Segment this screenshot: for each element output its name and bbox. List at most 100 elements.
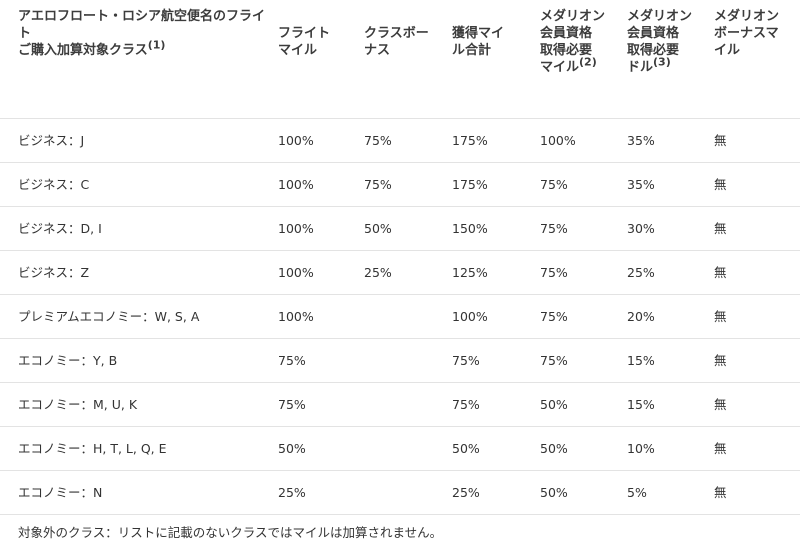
medallion-miles-cell: 100% bbox=[540, 133, 576, 148]
table-row: プレミアムエコノミー：W, S, A 100% 100% 75% 20% 無 bbox=[0, 295, 800, 339]
flight-miles-cell: 50% bbox=[278, 441, 306, 456]
medallion-bonus-cell: 無 bbox=[714, 485, 727, 500]
medallion-miles-cell: 75% bbox=[540, 265, 568, 280]
medallion-bonus-cell: 無 bbox=[714, 353, 727, 368]
table-row: ビジネス：C 100% 75% 175% 75% 35% 無 bbox=[0, 163, 800, 207]
table-row: ビジネス：Z 100% 25% 125% 75% 25% 無 bbox=[0, 251, 800, 295]
header-medallion-bonus: メダリオン ボーナスマ イル bbox=[714, 8, 779, 59]
table-row: ビジネス：D, I 100% 50% 150% 75% 30% 無 bbox=[0, 207, 800, 251]
class-bonus-cell: 25% bbox=[364, 265, 392, 280]
header-medallion-bonus-line-1: メダリオン bbox=[714, 9, 780, 24]
flight-miles-cell: 100% bbox=[278, 221, 314, 236]
header-fare-class: アエロフロート・ロシア航空便名のフライ ト ご購入加算対象クラス(1) bbox=[18, 8, 265, 59]
header-flight-miles-line-1: フライト bbox=[278, 26, 331, 41]
total-miles-cell: 50% bbox=[452, 441, 480, 456]
class-bonus-cell: 75% bbox=[364, 133, 392, 148]
header-total-miles-line-1: 獲得マイ bbox=[452, 26, 505, 41]
medallion-bonus-cell: 無 bbox=[714, 441, 727, 456]
header-total-miles: 獲得マイ ル合計 bbox=[452, 25, 504, 59]
flight-miles-cell: 25% bbox=[278, 485, 306, 500]
header-fare-class-line-3: ご購入加算対象クラス(1) bbox=[18, 38, 265, 59]
header-fare-class-line-3-text: ご購入加算対象クラス bbox=[18, 43, 148, 58]
table-row: エコノミー：H, T, L, Q, E 50% 50% 50% 10% 無 bbox=[0, 427, 800, 471]
table-header: アエロフロート・ロシア航空便名のフライ ト ご購入加算対象クラス(1) フライト… bbox=[0, 0, 800, 119]
header-class-bonus-line-2: ナス bbox=[364, 43, 391, 58]
medallion-dollars-cell: 15% bbox=[627, 353, 655, 368]
header-medallion-miles-line-4: マイル(2) bbox=[540, 55, 605, 76]
medallion-miles-cell: 50% bbox=[540, 485, 568, 500]
medallion-bonus-cell: 無 bbox=[714, 265, 727, 280]
class-bonus-cell: 50% bbox=[364, 221, 392, 236]
flight-miles-cell: 100% bbox=[278, 177, 314, 192]
header-medallion-dollars-line-4-text: ドル bbox=[627, 60, 654, 75]
total-miles-cell: 100% bbox=[452, 309, 488, 324]
header-class-bonus: クラスボー ナス bbox=[364, 25, 429, 59]
fare-class-cell: エコノミー：N bbox=[18, 485, 103, 500]
header-medallion-dollars-line-2: 会員資格 bbox=[627, 26, 680, 41]
header-medallion-dollars-note: (3) bbox=[653, 55, 671, 69]
table-row: エコノミー：M, U, K 75% 75% 50% 15% 無 bbox=[0, 383, 800, 427]
header-flight-miles: フライト マイル bbox=[278, 25, 330, 59]
footnote: 対象外のクラス：リストに記載のないクラスではマイルは加算されません。 bbox=[18, 525, 443, 540]
medallion-bonus-cell: 無 bbox=[714, 397, 727, 412]
flight-miles-cell: 100% bbox=[278, 265, 314, 280]
fare-class-cell: エコノミー：H, T, L, Q, E bbox=[18, 441, 167, 456]
table-body: ビジネス：J 100% 75% 175% 100% 35% 無 ビジネス：C 1… bbox=[0, 119, 800, 515]
header-total-miles-line-2: ル合計 bbox=[452, 43, 492, 58]
medallion-dollars-cell: 20% bbox=[627, 309, 655, 324]
table-row: エコノミー：Y, B 75% 75% 75% 15% 無 bbox=[0, 339, 800, 383]
header-medallion-dollars: メダリオン 会員資格 取得必要 ドル(3) bbox=[627, 8, 692, 76]
total-miles-cell: 150% bbox=[452, 221, 488, 236]
class-bonus-cell: 75% bbox=[364, 177, 392, 192]
medallion-miles-cell: 75% bbox=[540, 177, 568, 192]
medallion-miles-cell: 50% bbox=[540, 441, 568, 456]
header-medallion-bonus-line-3: イル bbox=[714, 43, 741, 58]
fare-class-cell: ビジネス：Z bbox=[18, 265, 90, 280]
table-row: ビジネス：J 100% 75% 175% 100% 35% 無 bbox=[0, 119, 800, 163]
header-medallion-miles-line-3: 取得必要 bbox=[540, 43, 593, 58]
medallion-bonus-cell: 無 bbox=[714, 133, 727, 148]
total-miles-cell: 175% bbox=[452, 133, 488, 148]
header-medallion-miles-note: (2) bbox=[579, 55, 597, 69]
fare-class-cell: エコノミー：M, U, K bbox=[18, 397, 138, 412]
total-miles-cell: 75% bbox=[452, 397, 480, 412]
header-class-bonus-line-1: クラスボー bbox=[364, 26, 429, 41]
fare-class-cell: ビジネス：D, I bbox=[18, 221, 102, 236]
header-medallion-miles: メダリオン 会員資格 取得必要 マイル(2) bbox=[540, 8, 605, 76]
fare-class-cell: エコノミー：Y, B bbox=[18, 353, 118, 368]
medallion-miles-cell: 75% bbox=[540, 309, 568, 324]
medallion-bonus-cell: 無 bbox=[714, 177, 727, 192]
medallion-dollars-cell: 35% bbox=[627, 177, 655, 192]
header-fare-class-note: (1) bbox=[147, 38, 166, 52]
flight-miles-cell: 100% bbox=[278, 133, 314, 148]
flight-miles-cell: 100% bbox=[278, 309, 314, 324]
medallion-bonus-cell: 無 bbox=[714, 221, 727, 236]
medallion-miles-cell: 75% bbox=[540, 353, 568, 368]
fare-class-cell: プレミアムエコノミー：W, S, A bbox=[18, 309, 200, 324]
table-row: エコノミー：N 25% 25% 50% 5% 無 bbox=[0, 471, 800, 515]
medallion-dollars-cell: 30% bbox=[627, 221, 655, 236]
flight-miles-cell: 75% bbox=[278, 397, 306, 412]
header-flight-miles-line-2: マイル bbox=[278, 43, 318, 58]
medallion-dollars-cell: 5% bbox=[627, 485, 647, 500]
header-fare-class-line-1: アエロフロート・ロシア航空便名のフライ bbox=[18, 9, 266, 24]
header-medallion-dollars-line-4: ドル(3) bbox=[627, 55, 692, 76]
medallion-miles-cell: 75% bbox=[540, 221, 568, 236]
medallion-dollars-cell: 10% bbox=[627, 441, 655, 456]
header-medallion-miles-line-2: 会員資格 bbox=[540, 26, 593, 41]
fare-class-cell: ビジネス：J bbox=[18, 133, 85, 148]
medallion-dollars-cell: 25% bbox=[627, 265, 655, 280]
medallion-miles-cell: 50% bbox=[540, 397, 568, 412]
medallion-bonus-cell: 無 bbox=[714, 309, 727, 324]
total-miles-cell: 25% bbox=[452, 485, 480, 500]
medallion-dollars-cell: 15% bbox=[627, 397, 655, 412]
total-miles-cell: 75% bbox=[452, 353, 480, 368]
total-miles-cell: 125% bbox=[452, 265, 488, 280]
header-medallion-bonus-line-2: ボーナスマ bbox=[714, 26, 779, 41]
header-medallion-miles-line-4-text: マイル bbox=[540, 60, 580, 75]
flight-miles-cell: 75% bbox=[278, 353, 306, 368]
header-medallion-dollars-line-1: メダリオン bbox=[627, 9, 693, 24]
medallion-dollars-cell: 35% bbox=[627, 133, 655, 148]
fare-class-cell: ビジネス：C bbox=[18, 177, 90, 192]
header-medallion-miles-line-1: メダリオン bbox=[540, 9, 606, 24]
